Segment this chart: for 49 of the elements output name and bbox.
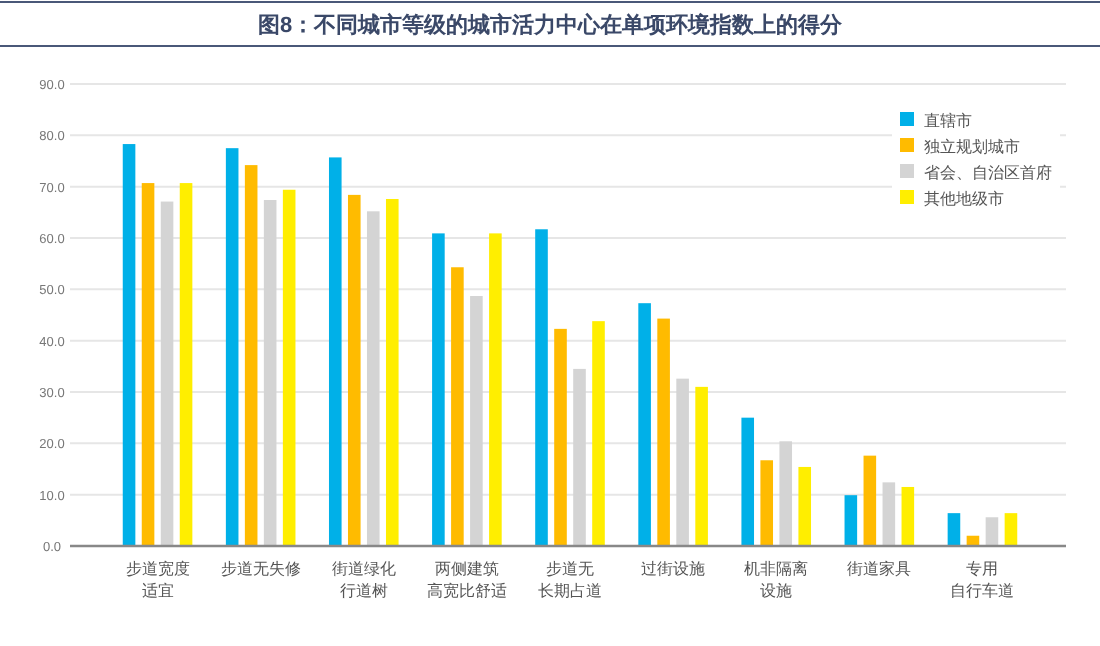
bar (657, 318, 670, 546)
bar (122, 144, 136, 546)
bar (1004, 513, 1018, 546)
bar (179, 183, 193, 546)
bar (535, 229, 548, 546)
bar (244, 165, 258, 546)
x-tick-label: 街道绿化行道树 (331, 560, 396, 600)
bar (695, 386, 708, 546)
legend-label: 独立规划城市 (924, 138, 1020, 156)
bar (882, 482, 896, 546)
bar (432, 233, 445, 546)
x-tick-label: 专用自行车道 (950, 560, 1015, 600)
bar (592, 321, 605, 546)
x-tick-label: 两侧建筑高宽比舒适 (426, 560, 507, 600)
bar (863, 455, 877, 546)
bar (741, 417, 755, 546)
x-tick-label: 步道宽度适宜 (125, 560, 190, 600)
chart-title: 图8：不同城市等级的城市活力中心在单项环境指数上的得分 (257, 12, 845, 38)
x-tick-label: 步道无失修 (220, 560, 301, 578)
bar (160, 201, 174, 546)
legend-label: 省会、自治区首府 (924, 164, 1052, 182)
legend-label: 直辖市 (924, 112, 972, 130)
bar (760, 460, 774, 546)
bar (573, 368, 586, 546)
legend-label: 其他地级市 (924, 190, 1004, 208)
bar (263, 200, 277, 546)
bar (282, 189, 296, 546)
x-tick-label: 街道家具 (847, 560, 912, 578)
bar (779, 441, 793, 546)
x-tick-label: 过街设施 (641, 560, 706, 578)
bar (366, 211, 380, 546)
bar (676, 378, 689, 546)
x-tick-label: 步道无长期占道 (538, 560, 602, 600)
bar (554, 328, 567, 546)
bar (798, 466, 812, 546)
bar (901, 486, 915, 546)
bar (470, 296, 483, 546)
x-tick-label: 机非隔离设施 (744, 560, 809, 600)
bar (451, 267, 464, 546)
bar (638, 303, 651, 546)
bar (489, 233, 502, 546)
bar (141, 183, 155, 546)
bar (844, 495, 858, 546)
bar (225, 148, 239, 546)
bar (947, 513, 961, 546)
bar (385, 198, 399, 546)
bar (347, 194, 361, 546)
bar (985, 517, 999, 546)
bar (328, 157, 342, 546)
